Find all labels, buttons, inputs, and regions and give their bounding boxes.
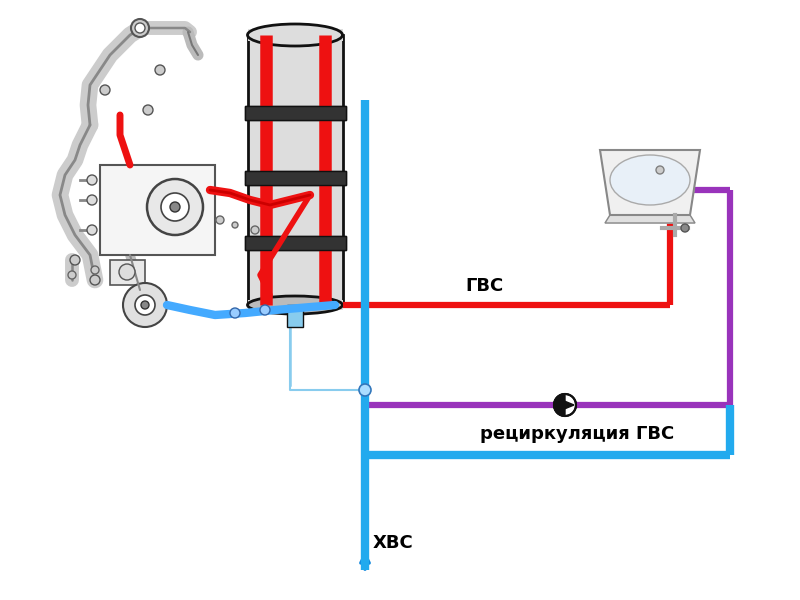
Ellipse shape: [247, 24, 342, 46]
Circle shape: [232, 222, 238, 228]
Bar: [100, 165, 215, 255]
Bar: [245, 171, 346, 185]
Circle shape: [143, 105, 153, 115]
Circle shape: [260, 305, 270, 315]
Bar: [245, 236, 346, 250]
Circle shape: [170, 202, 180, 212]
Bar: [287, 305, 303, 327]
Bar: [248, 29, 343, 41]
Circle shape: [131, 19, 149, 37]
Ellipse shape: [247, 296, 342, 314]
Circle shape: [68, 271, 76, 279]
Text: рециркуляция ГВС: рециркуляция ГВС: [480, 425, 674, 443]
Circle shape: [123, 283, 167, 327]
Circle shape: [87, 225, 97, 235]
Polygon shape: [600, 150, 700, 215]
Bar: [248, 35, 343, 305]
Polygon shape: [605, 215, 695, 223]
Bar: [245, 236, 346, 250]
Bar: [245, 171, 346, 185]
Circle shape: [147, 179, 203, 235]
Circle shape: [70, 255, 80, 265]
Bar: [245, 106, 346, 120]
Circle shape: [359, 384, 371, 396]
Text: ГВС: ГВС: [465, 277, 503, 295]
Circle shape: [135, 295, 155, 315]
Circle shape: [155, 65, 165, 75]
Circle shape: [230, 308, 240, 318]
Circle shape: [251, 226, 259, 234]
Circle shape: [90, 275, 100, 285]
Circle shape: [554, 394, 576, 416]
Bar: [245, 106, 346, 120]
Polygon shape: [557, 398, 574, 412]
Circle shape: [100, 85, 110, 95]
Bar: [110, 260, 145, 285]
Circle shape: [119, 264, 135, 280]
Circle shape: [216, 216, 224, 224]
Bar: [248, 300, 343, 310]
Circle shape: [656, 166, 664, 174]
Circle shape: [681, 224, 689, 232]
Circle shape: [91, 266, 99, 274]
Circle shape: [87, 195, 97, 205]
Circle shape: [135, 23, 145, 33]
Ellipse shape: [610, 155, 690, 205]
Text: ХВС: ХВС: [373, 534, 414, 552]
Polygon shape: [554, 394, 565, 416]
Circle shape: [87, 175, 97, 185]
Circle shape: [141, 301, 149, 309]
Circle shape: [161, 193, 189, 221]
